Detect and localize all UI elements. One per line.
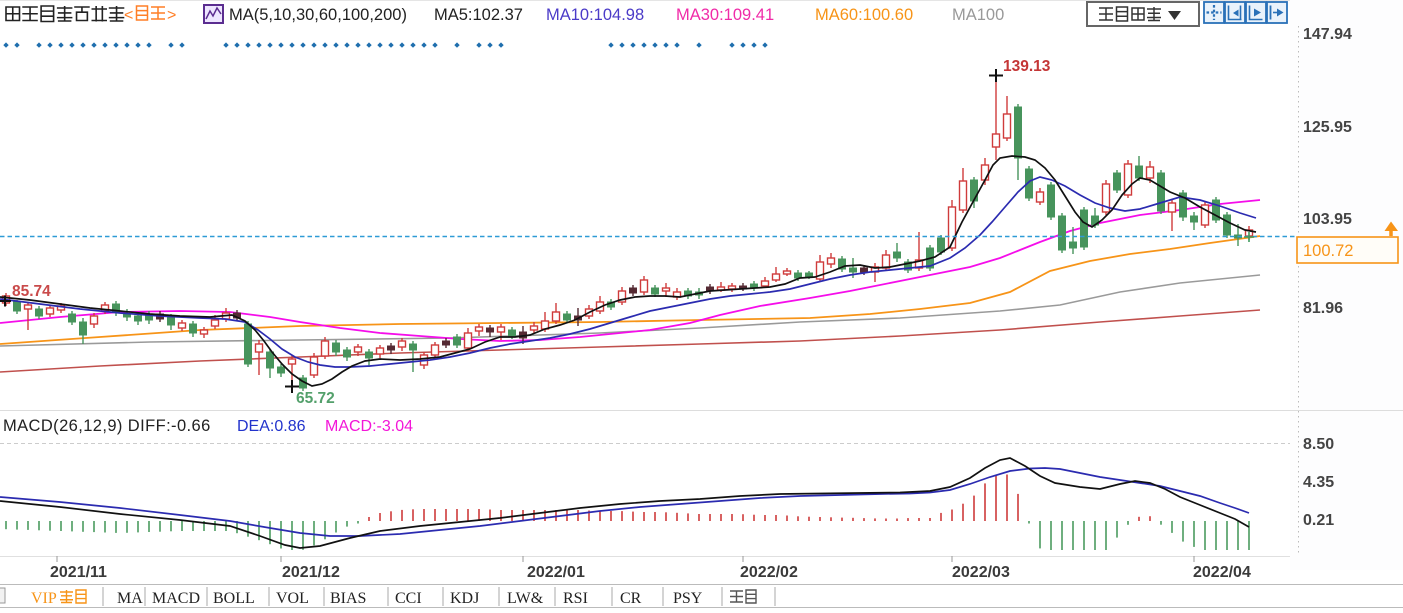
svg-text:2022/04: 2022/04 — [1193, 564, 1251, 581]
svg-text:2021/11: 2021/11 — [50, 564, 107, 581]
svg-text:<: < — [124, 7, 133, 24]
svg-text:MA10:104.98: MA10:104.98 — [546, 6, 644, 24]
svg-text:103.95: 103.95 — [1303, 211, 1352, 228]
svg-text:0.21: 0.21 — [1303, 512, 1334, 529]
svg-text:DEA:0.86: DEA:0.86 — [237, 418, 306, 435]
svg-text:81.96: 81.96 — [1303, 300, 1343, 317]
svg-text:VIP: VIP — [31, 590, 57, 607]
svg-text:MA100: MA100 — [952, 6, 1004, 24]
svg-text:139.13: 139.13 — [1003, 58, 1051, 75]
svg-text:2022/01: 2022/01 — [527, 564, 585, 581]
svg-text:8.50: 8.50 — [1303, 436, 1334, 453]
svg-text:147.94: 147.94 — [1303, 26, 1352, 43]
svg-text:LW&: LW& — [507, 590, 544, 607]
svg-text:MACD(26,12,9) DIFF:-0.66: MACD(26,12,9) DIFF:-0.66 — [3, 417, 211, 435]
svg-text:4.35: 4.35 — [1303, 474, 1334, 491]
svg-text:>: > — [167, 7, 176, 24]
svg-text:BOLL: BOLL — [213, 590, 255, 607]
svg-text:MACD: MACD — [152, 590, 200, 607]
svg-text:2022/02: 2022/02 — [740, 564, 798, 581]
svg-text:MA60:100.60: MA60:100.60 — [815, 6, 913, 24]
svg-text:85.74: 85.74 — [12, 283, 51, 300]
svg-text:MA30:109.41: MA30:109.41 — [676, 6, 774, 24]
svg-text:MA5:102.37: MA5:102.37 — [434, 6, 523, 24]
svg-text:RSI: RSI — [563, 590, 588, 607]
svg-text:PSY: PSY — [673, 590, 703, 607]
svg-text:CCI: CCI — [395, 590, 422, 607]
svg-text:65.72: 65.72 — [296, 390, 335, 407]
svg-text:KDJ: KDJ — [450, 590, 479, 607]
svg-text:125.95: 125.95 — [1303, 119, 1352, 136]
svg-text:MACD:-3.04: MACD:-3.04 — [325, 418, 413, 435]
svg-text:VOL: VOL — [276, 590, 309, 607]
svg-text:2022/03: 2022/03 — [952, 564, 1010, 581]
svg-text:100.72: 100.72 — [1303, 242, 1353, 260]
svg-text:MA: MA — [117, 590, 143, 607]
svg-text:2021/12: 2021/12 — [282, 564, 340, 581]
svg-text:CR: CR — [620, 590, 642, 607]
svg-text:MA(5,10,30,60,100,200): MA(5,10,30,60,100,200) — [229, 6, 407, 24]
svg-text:BIAS: BIAS — [330, 590, 366, 607]
